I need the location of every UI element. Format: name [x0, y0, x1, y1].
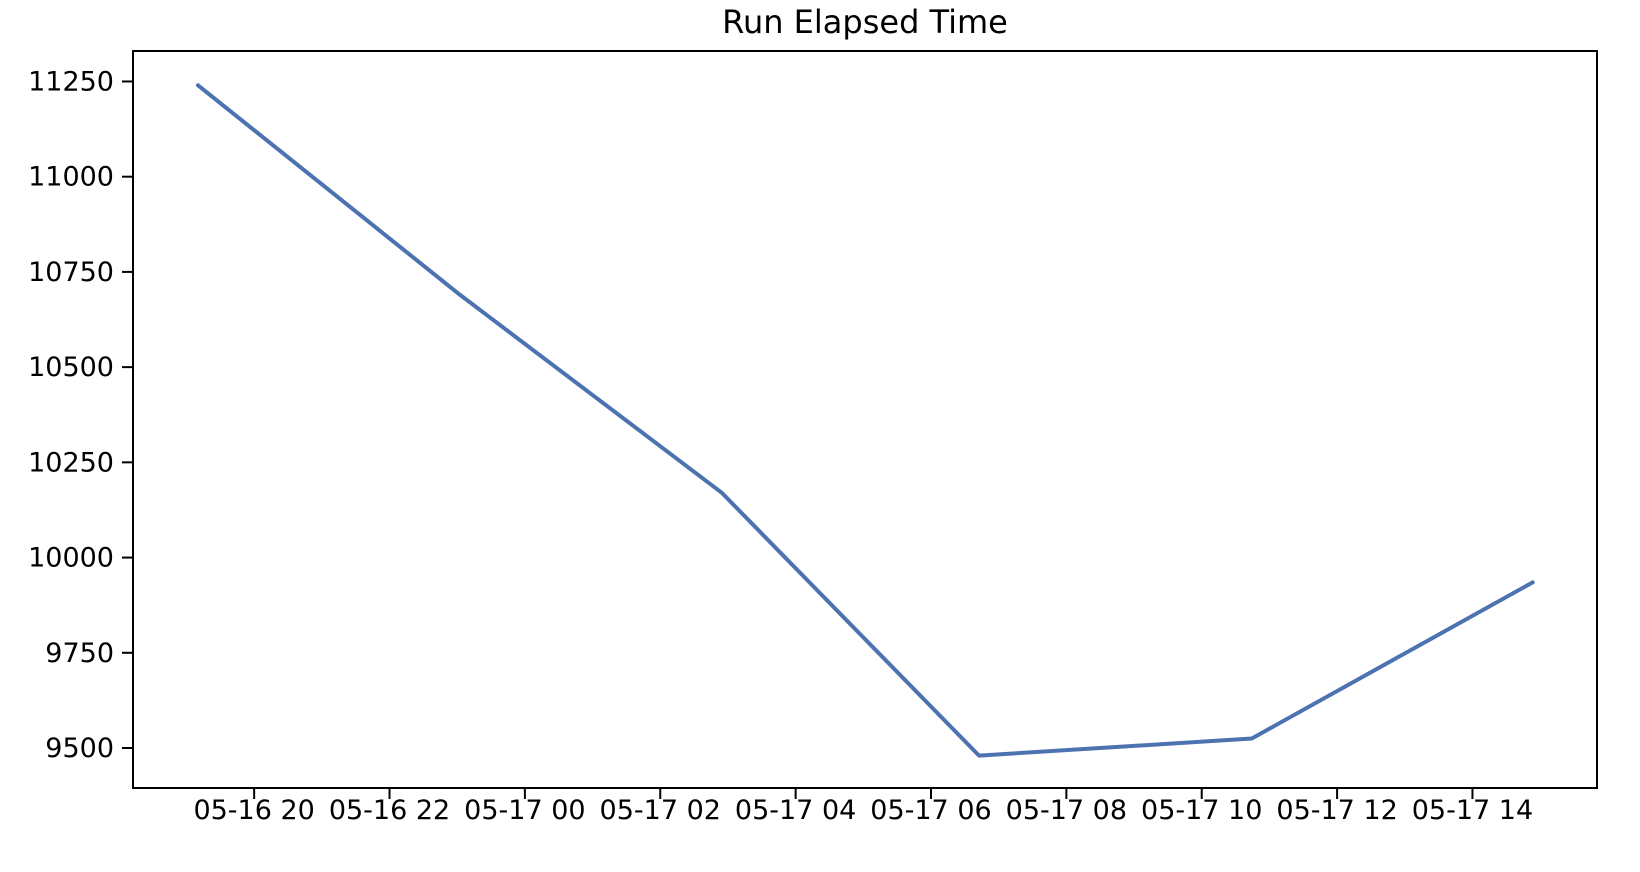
y-tick-label: 11250: [28, 66, 114, 97]
y-tick-label: 10000: [28, 543, 114, 574]
x-tick-label: 05-17 10: [1141, 795, 1262, 826]
y-tick-label: 10500: [28, 352, 114, 383]
chart-title: Run Elapsed Time: [722, 3, 1008, 41]
x-tick-label: 05-17 00: [464, 795, 585, 826]
x-tick-label: 05-16 20: [193, 795, 314, 826]
x-tick-label: 05-17 08: [1006, 795, 1127, 826]
x-tick-label: 05-17 06: [870, 795, 991, 826]
x-tick-label: 05-17 04: [735, 795, 856, 826]
x-tick-label: 05-17 12: [1276, 795, 1397, 826]
elapsed-time-line: [195, 83, 1535, 758]
x-tick-label: 05-16 22: [329, 795, 450, 826]
x-tick-label: 05-17 14: [1412, 795, 1533, 826]
y-tick-label: 10750: [28, 257, 114, 288]
y-tick-label: 9500: [45, 733, 114, 764]
series-lines: [195, 83, 1535, 758]
x-tick-label: 05-17 02: [600, 795, 721, 826]
y-tick-label: 11000: [28, 162, 114, 193]
plot-border: [132, 50, 1598, 789]
y-tick-label: 9750: [45, 638, 114, 669]
x-axis: 05-16 20 05-16 22 05-17 00 05-17 02 05-17 04…: [193, 788, 1533, 826]
y-tick-label: 10250: [28, 447, 114, 478]
y-axis: 9500 9750 10000 10250 10500 10750 11000 11250: [28, 66, 133, 764]
